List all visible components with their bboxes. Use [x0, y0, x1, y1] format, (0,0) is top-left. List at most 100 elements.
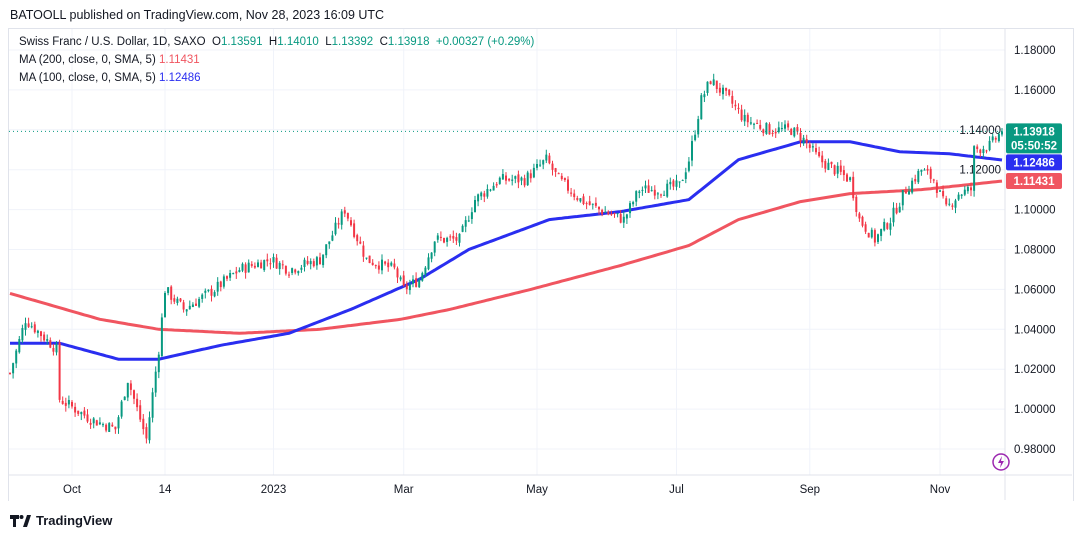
lightning-icon[interactable] — [992, 453, 1010, 471]
candle — [427, 253, 430, 271]
candle — [24, 317, 27, 336]
candle — [486, 184, 489, 199]
candle — [842, 165, 845, 181]
candle-body — [582, 196, 585, 205]
candle-body — [694, 134, 697, 141]
candle-body — [167, 287, 170, 293]
candle — [638, 189, 641, 199]
candle-body — [650, 190, 653, 192]
candle — [260, 259, 263, 269]
candle — [951, 203, 954, 210]
candle — [650, 186, 653, 192]
candle-body — [458, 233, 461, 243]
candle-body — [446, 237, 449, 242]
candle — [985, 149, 988, 154]
candle-body — [77, 410, 80, 414]
candle-body — [207, 289, 210, 292]
candle — [133, 389, 135, 405]
candle — [12, 362, 15, 379]
candle-body — [563, 178, 566, 180]
candle — [340, 209, 343, 230]
ma100-price-tag — [1006, 154, 1062, 171]
candle-body — [492, 185, 495, 191]
candle-body — [942, 190, 945, 197]
candle-body — [30, 326, 33, 328]
candle-body — [12, 363, 15, 374]
candle — [455, 232, 458, 245]
candle-body — [870, 229, 873, 238]
candle-body — [188, 305, 191, 310]
candle — [908, 185, 910, 195]
candle — [771, 129, 774, 137]
candle-body — [762, 129, 765, 134]
ma100-price-tag-text: 1.12486 — [1013, 157, 1055, 169]
ma200-legend[interactable]: MA (200, close, 0, SMA, 5) 1.11431 — [19, 54, 200, 66]
candle — [886, 222, 889, 230]
candle — [55, 341, 58, 356]
ma200-label: MA (200, close, 0, SMA, 5) — [19, 54, 156, 66]
candle-body — [579, 198, 582, 202]
candle-body — [644, 185, 647, 189]
ma100-legend[interactable]: MA (100, close, 0, SMA, 5) 1.12486 — [19, 72, 201, 84]
candle-body — [117, 417, 120, 429]
candle-body — [111, 424, 114, 427]
candle-body — [179, 298, 182, 302]
candle — [46, 334, 49, 345]
close-label: C — [379, 36, 388, 48]
candle-body — [300, 267, 303, 270]
candle — [61, 396, 64, 405]
candle — [387, 259, 390, 272]
candle — [415, 272, 418, 288]
candle-body — [393, 263, 396, 268]
candle-body — [67, 400, 70, 405]
candle-body — [892, 207, 895, 223]
candle — [229, 269, 232, 281]
candle — [731, 90, 734, 108]
candle-body — [142, 418, 145, 430]
candle-body — [322, 254, 325, 266]
x-tick-label: Mar — [394, 484, 414, 496]
x-tick-label: 14 — [159, 484, 172, 496]
candle-body — [517, 174, 520, 183]
candle — [805, 134, 808, 149]
candle — [89, 418, 92, 429]
candle-body — [827, 162, 830, 171]
candle-body — [185, 309, 188, 312]
candle — [98, 417, 101, 426]
open-label: O — [212, 36, 221, 48]
candle-body — [204, 290, 207, 293]
candle — [542, 159, 545, 170]
y-tick-label: 1.06000 — [1014, 284, 1056, 296]
candle-body — [120, 401, 123, 417]
candle-body — [291, 268, 294, 273]
candle — [222, 274, 225, 289]
candle-body — [477, 194, 480, 202]
tradingview-logo[interactable]: TradingView — [10, 513, 112, 528]
candle — [464, 216, 467, 233]
candle — [350, 217, 352, 227]
candle-body — [529, 173, 532, 179]
candle — [353, 219, 356, 239]
candle-body — [71, 401, 73, 407]
candle-body — [424, 267, 427, 275]
candle — [960, 193, 963, 199]
candle — [895, 202, 898, 215]
candle-body — [607, 211, 610, 215]
candle — [669, 177, 672, 190]
candle — [412, 275, 414, 288]
candle — [356, 233, 359, 246]
candle — [520, 176, 523, 186]
tradingview-icon — [10, 514, 31, 527]
candle-body — [325, 244, 328, 256]
candle — [365, 257, 368, 260]
candle — [563, 177, 566, 182]
symbol-legend: Swiss Franc / U.S. Dollar, 1D, SAXO O1.1… — [19, 36, 534, 48]
candle — [790, 127, 793, 136]
candle-body — [725, 87, 728, 91]
candle-body — [381, 259, 383, 271]
candle-body — [470, 212, 473, 220]
candle — [483, 190, 486, 203]
candle — [997, 131, 1000, 143]
candle-body — [557, 173, 560, 175]
